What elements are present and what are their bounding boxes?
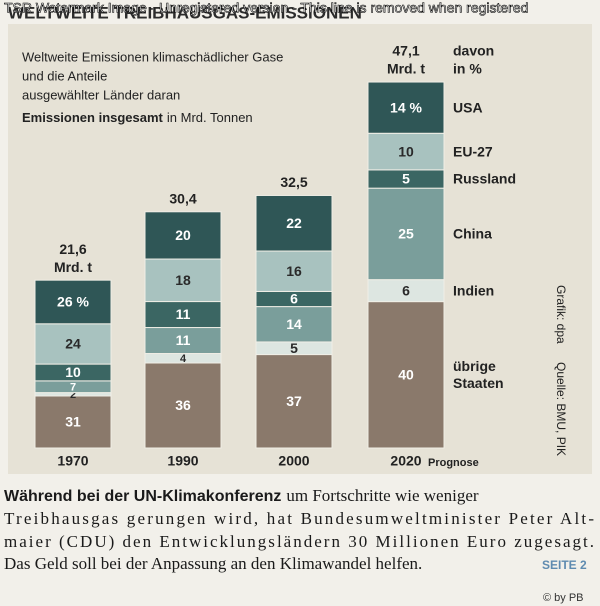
segment-label: 24 bbox=[65, 336, 81, 352]
caption-text: um Fortschritte wie weniger bbox=[286, 486, 478, 505]
legend-label: EU-27 bbox=[453, 143, 493, 160]
source: Grafik: dpa bbox=[554, 285, 568, 344]
legend-label: übrige Staaten bbox=[453, 357, 504, 391]
segment-label: 14 % bbox=[390, 99, 422, 115]
segment-label: 14 bbox=[286, 316, 302, 332]
bar-segment bbox=[367, 301, 445, 449]
bar-segment bbox=[144, 258, 222, 303]
watermark: TSR Watermark Image - Unregistered versi… bbox=[4, 0, 528, 16]
subtitle: ausgewählter Länder daran bbox=[22, 87, 180, 102]
segment-label: 20 bbox=[175, 227, 191, 243]
total-label: 47,1 bbox=[392, 43, 419, 59]
category-note: Prognose bbox=[428, 457, 479, 469]
bar-segment bbox=[255, 354, 333, 449]
segment-label: 25 bbox=[398, 226, 414, 242]
bar-segment bbox=[144, 301, 222, 329]
segment-label: 26 % bbox=[57, 294, 89, 310]
segment-label: 6 bbox=[402, 282, 410, 298]
total-label: Emissionen insgesamt in Mrd. Tonnen bbox=[22, 110, 253, 125]
x-tick-label: 2000 bbox=[278, 453, 309, 469]
bar-segment bbox=[144, 362, 222, 449]
bar-segment bbox=[367, 187, 445, 281]
segment-label: 18 bbox=[175, 272, 191, 288]
chart-title: WELTWEITE TREIBHAUSGAS-EMISSIONEN bbox=[8, 3, 362, 22]
subtitle: und die Anteile bbox=[22, 68, 107, 83]
segment-label: 11 bbox=[176, 332, 191, 348]
total-unit: Mrd. t bbox=[54, 259, 92, 275]
segment-label: 22 bbox=[286, 215, 302, 231]
total-label: 21,6 bbox=[59, 241, 86, 257]
segment-label: 40 bbox=[398, 367, 414, 383]
x-tick-label: 1990 bbox=[167, 453, 198, 469]
bar-segment bbox=[144, 327, 222, 355]
segment-label: 10 bbox=[65, 364, 81, 380]
segment-label: 16 bbox=[286, 263, 302, 279]
segment-label: 2 bbox=[70, 389, 76, 401]
credit: © by PB bbox=[543, 592, 584, 604]
legend-label: Indien bbox=[453, 282, 495, 299]
caption-line: Während bei der UN-Klimakonferenz um Fort… bbox=[4, 486, 479, 505]
segment-label: 5 bbox=[290, 340, 298, 356]
x-tick-label: 2020 bbox=[390, 453, 421, 469]
caption-line: maier (CDU) den Entwicklungsländern 30 M… bbox=[4, 532, 594, 551]
total-label: 30,4 bbox=[169, 190, 196, 206]
segment-label: 11 bbox=[176, 306, 191, 322]
bar-segment bbox=[367, 81, 445, 134]
total-unit: Mrd. t bbox=[387, 61, 425, 77]
bar-segment bbox=[255, 250, 333, 292]
legend-label: Russland bbox=[453, 170, 517, 187]
segment-label: 7 bbox=[70, 382, 76, 394]
bar-segment bbox=[255, 194, 333, 252]
segment-label: 37 bbox=[286, 393, 302, 409]
segment-label: 5 bbox=[402, 171, 410, 187]
bar-segment bbox=[367, 132, 445, 171]
caption-line: Treibhausgas gerungen wird, hat Bundesum… bbox=[4, 509, 594, 528]
bar-segment bbox=[144, 211, 222, 260]
legend-label: China bbox=[453, 225, 492, 242]
caption-lead: Während bei der UN-Klimakonferenz bbox=[4, 488, 281, 505]
total-label: 32,5 bbox=[280, 174, 307, 190]
page-ref: SEITE 2 bbox=[542, 558, 587, 572]
caption-line: Das Geld soll bei der Anpassung an den K… bbox=[4, 554, 422, 573]
legend-label: USA bbox=[453, 99, 483, 116]
x-tick-label: 1970 bbox=[57, 453, 88, 469]
segment-label: 36 bbox=[175, 397, 191, 413]
total-label-rest: in Mrd. Tonnen bbox=[167, 110, 253, 125]
segment-label: 31 bbox=[65, 414, 81, 430]
total-label-bold: Emissionen insgesamt bbox=[22, 110, 164, 125]
segment-label: 6 bbox=[290, 291, 298, 307]
bar-segment bbox=[34, 279, 112, 325]
segment-label: 4 bbox=[180, 353, 187, 365]
bar-segment bbox=[255, 306, 333, 343]
legend-title: davon bbox=[453, 43, 494, 59]
bar-segment bbox=[34, 323, 112, 365]
subtitle: Weltweite Emissionen klimaschädlicher Ga… bbox=[22, 49, 283, 64]
legend-title: in % bbox=[453, 61, 482, 77]
bar-segment bbox=[34, 395, 112, 449]
source: Quelle: BMU, PIK bbox=[554, 362, 568, 456]
segment-label: 10 bbox=[398, 143, 414, 159]
